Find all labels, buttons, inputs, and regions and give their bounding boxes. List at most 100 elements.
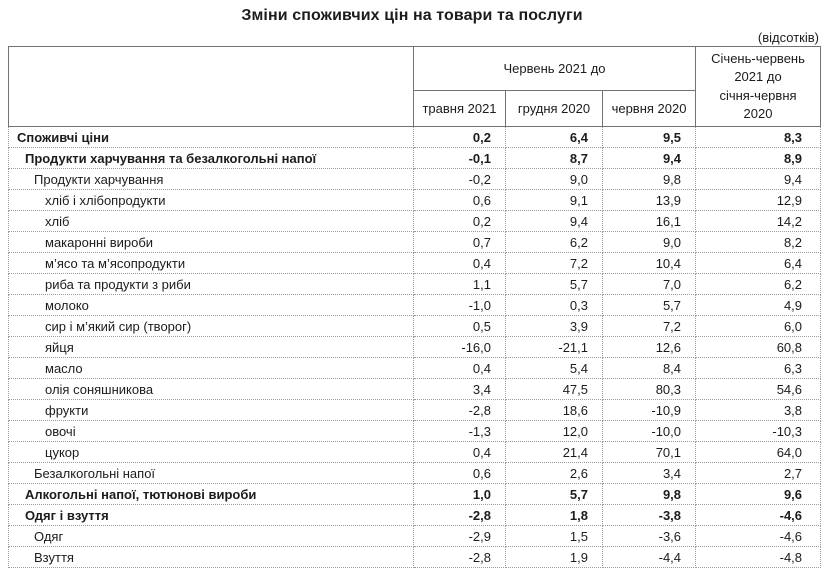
- row-value: -10,0: [601, 420, 697, 442]
- row-label: риба та продукти з риби: [8, 273, 414, 295]
- row-value: -0,1: [413, 147, 506, 169]
- row-label: макаронні вироби: [8, 231, 414, 253]
- table-row: масло 0,4 5,4 8,4 6,3: [8, 357, 822, 379]
- row-value: 5,7: [601, 294, 697, 316]
- row-label: хліб: [8, 210, 414, 232]
- table-row: цукор 0,4 21,4 70,1 64,0: [8, 441, 822, 463]
- row-value: -16,0: [413, 336, 506, 358]
- column-header-may-2021: травня 2021: [413, 90, 506, 127]
- table-row: хліб 0,2 9,4 16,1 14,2: [8, 210, 822, 232]
- row-value: 1,8: [505, 504, 603, 526]
- row-value: 2,6: [505, 462, 603, 484]
- row-label: Споживчі ціни: [8, 126, 414, 148]
- row-label: Продукти харчування та безалкогольні нап…: [8, 147, 414, 169]
- row-value: 3,9: [505, 315, 603, 337]
- row-value: 9,5: [601, 126, 697, 148]
- row-value: -4,4: [601, 546, 697, 568]
- row-value: 12,0: [505, 420, 603, 442]
- row-value: 47,5: [505, 378, 603, 400]
- row-value: -2,8: [413, 399, 506, 421]
- row-value: 3,8: [695, 399, 822, 421]
- corner-cell: [8, 46, 414, 127]
- row-value: 9,8: [601, 483, 697, 505]
- table-row: хліб і хлібопродукти 0,6 9,1 13,9 12,9: [8, 189, 822, 211]
- row-value: 8,3: [695, 126, 822, 148]
- row-value: 8,9: [695, 147, 822, 169]
- table-row: яйця -16,0 -21,1 12,6 60,8: [8, 336, 822, 358]
- table-row: фрукти -2,8 18,6 -10,9 3,8: [8, 399, 822, 421]
- row-label: м’ясо та м’ясопродукти: [8, 252, 414, 274]
- row-value: 9,4: [695, 168, 822, 190]
- row-label: молоко: [8, 294, 414, 316]
- row-value: 18,6: [505, 399, 603, 421]
- table-body: Споживчі ціни 0,2 6,4 9,5 8,3 Продукти х…: [8, 126, 822, 568]
- row-label: цукор: [8, 441, 414, 463]
- row-value: 0,6: [413, 189, 506, 211]
- row-value: 2,7: [695, 462, 822, 484]
- column-header-jan-june-period: Січень-червень 2021 до січня-червня 2020: [695, 46, 822, 127]
- row-label: Одяг і взуття: [8, 504, 414, 526]
- table-row: Продукти харчування та безалкогольні нап…: [8, 147, 822, 169]
- row-value: -4,8: [695, 546, 822, 568]
- row-value: 7,0: [601, 273, 697, 295]
- row-value: 6,2: [505, 231, 603, 253]
- row-value: 8,7: [505, 147, 603, 169]
- table-row: Алкогольні напої, тютюнові вироби 1,0 5,…: [8, 483, 822, 505]
- row-value: 9,4: [601, 147, 697, 169]
- row-value: 6,4: [505, 126, 603, 148]
- row-value: 7,2: [601, 315, 697, 337]
- row-value: 12,9: [695, 189, 822, 211]
- table-row: Споживчі ціни 0,2 6,4 9,5 8,3: [8, 126, 822, 148]
- row-value: -0,2: [413, 168, 506, 190]
- table-row: сир і м’який сир (творог) 0,5 3,9 7,2 6,…: [8, 315, 822, 337]
- row-value: 1,1: [413, 273, 506, 295]
- table-header: Червень 2021 до Січень-червень 2021 до с…: [8, 46, 822, 127]
- table-row: овочі -1,3 12,0 -10,0 -10,3: [8, 420, 822, 442]
- row-value: 1,9: [505, 546, 603, 568]
- table-row: м’ясо та м’ясопродукти 0,4 7,2 10,4 6,4: [8, 252, 822, 274]
- row-value: 9,0: [601, 231, 697, 253]
- row-value: 0,4: [413, 252, 506, 274]
- row-value: 5,4: [505, 357, 603, 379]
- table-row: олія соняшникова 3,4 47,5 80,3 54,6: [8, 378, 822, 400]
- row-value: 9,4: [505, 210, 603, 232]
- row-label: Безалкогольні напої: [8, 462, 414, 484]
- row-value: 0,6: [413, 462, 506, 484]
- row-value: 10,4: [601, 252, 697, 274]
- row-value: -10,9: [601, 399, 697, 421]
- row-label: Одяг: [8, 525, 414, 547]
- page-title: Зміни споживчих цін на товари та послуги: [241, 7, 583, 24]
- row-value: 12,6: [601, 336, 697, 358]
- row-label: олія соняшникова: [8, 378, 414, 400]
- row-value: 5,7: [505, 273, 603, 295]
- row-value: 6,0: [695, 315, 822, 337]
- row-value: 64,0: [695, 441, 822, 463]
- row-label: овочі: [8, 420, 414, 442]
- row-value: 0,5: [413, 315, 506, 337]
- row-value: 54,6: [695, 378, 822, 400]
- row-value: 7,2: [505, 252, 603, 274]
- table-row: риба та продукти з риби 1,1 5,7 7,0 6,2: [8, 273, 822, 295]
- row-value: 9,8: [601, 168, 697, 190]
- row-value: -1,0: [413, 294, 506, 316]
- row-value: -4,6: [695, 504, 822, 526]
- price-changes-table: Червень 2021 до Січень-червень 2021 до с…: [8, 46, 822, 568]
- row-label: сир і м’який сир (творог): [8, 315, 414, 337]
- row-value: 6,2: [695, 273, 822, 295]
- column-group-june-2021: Червень 2021 до: [412, 46, 697, 91]
- row-value: 1,0: [413, 483, 506, 505]
- row-value: 21,4: [505, 441, 603, 463]
- row-value: 6,3: [695, 357, 822, 379]
- row-label: масло: [8, 357, 414, 379]
- row-value: -1,3: [413, 420, 506, 442]
- row-value: 5,7: [505, 483, 603, 505]
- row-value: 8,4: [601, 357, 697, 379]
- row-value: 9,1: [505, 189, 603, 211]
- row-label: Продукти харчування: [8, 168, 414, 190]
- row-label: фрукти: [8, 399, 414, 421]
- row-value: 9,6: [695, 483, 822, 505]
- row-value: 1,5: [505, 525, 603, 547]
- row-label: хліб і хлібопродукти: [8, 189, 414, 211]
- row-value: 14,2: [695, 210, 822, 232]
- row-value: 13,9: [601, 189, 697, 211]
